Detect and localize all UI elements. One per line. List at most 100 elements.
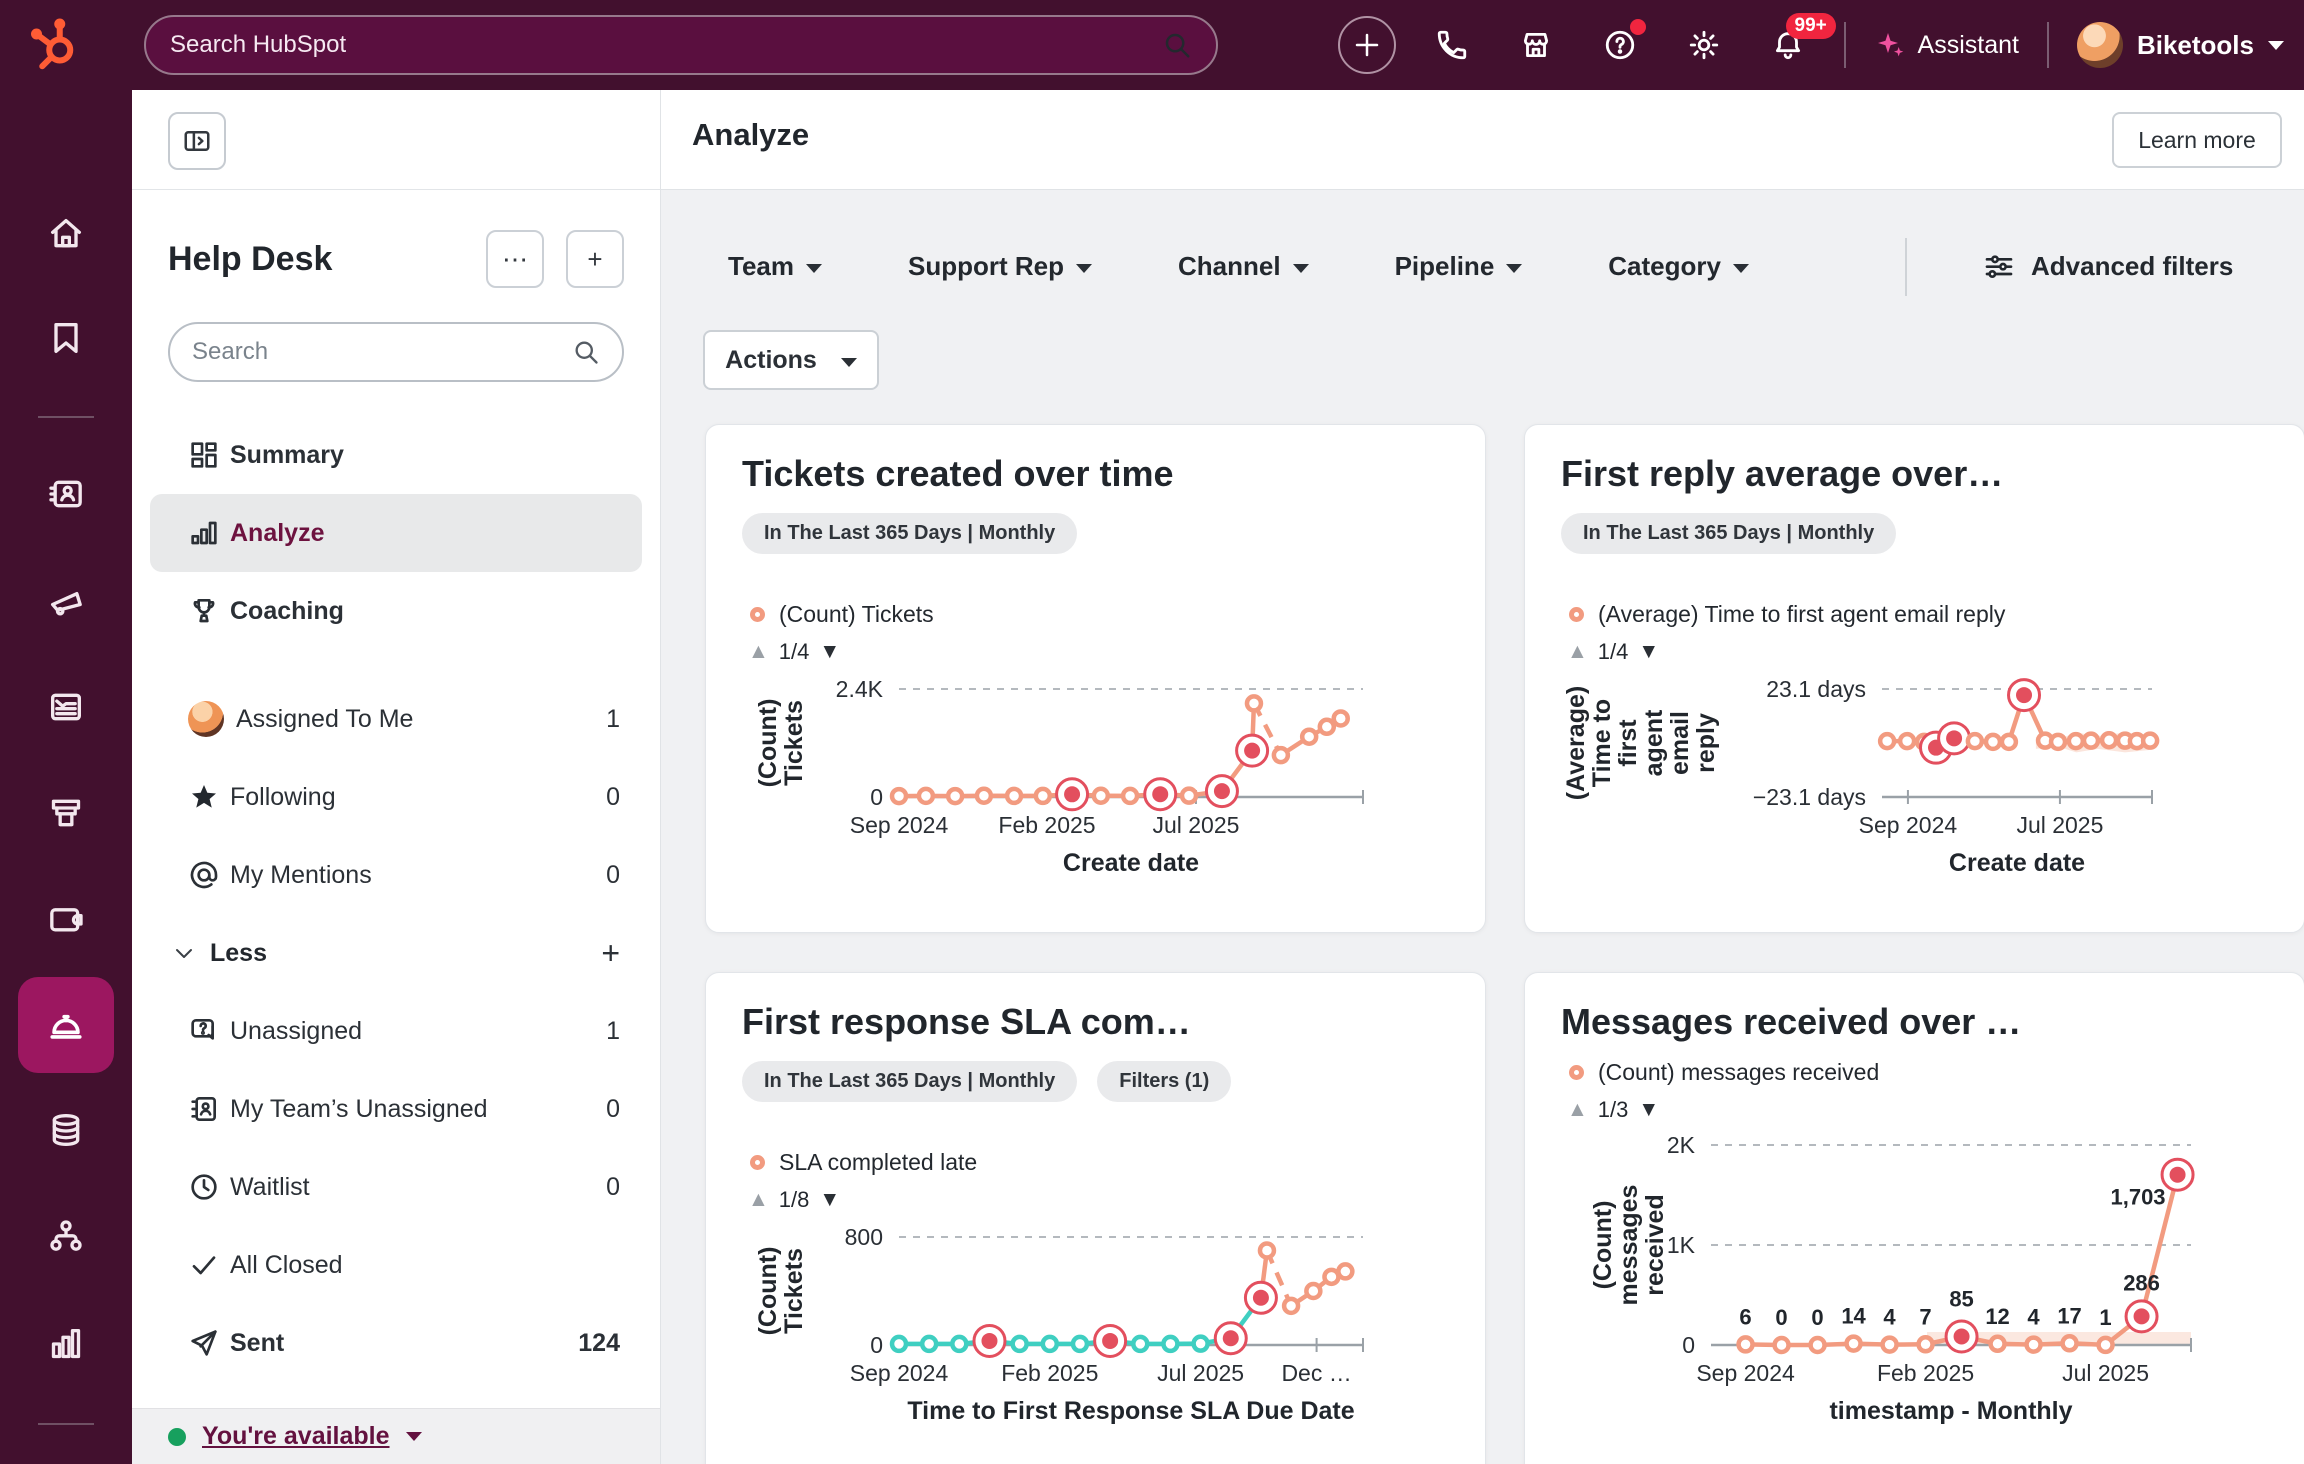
page-header: Analyze Learn more <box>661 90 2304 190</box>
global-search[interactable] <box>144 15 1218 75</box>
nav-label: Analyze <box>230 518 325 547</box>
rail-item-service-active[interactable] <box>18 977 114 1073</box>
chevron-down-icon <box>1076 263 1092 273</box>
view-following[interactable]: Following 0 <box>132 758 660 836</box>
global-search-input[interactable] <box>170 31 1162 59</box>
view-my-mentions[interactable]: My Mentions 0 <box>132 836 660 914</box>
nav-item-summary[interactable]: Summary <box>132 416 660 494</box>
filter-team[interactable]: Team <box>728 251 822 282</box>
svg-text:(Count)messagesreceived: (Count)messagesreceived <box>1589 1185 1669 1306</box>
svg-text:2K: 2K <box>1667 1132 1696 1158</box>
view-unassigned[interactable]: Unassigned 1 <box>132 992 660 1070</box>
card-first-response-sla[interactable]: First response SLA com… In The Last 365 … <box>705 972 1486 1464</box>
svg-text:Feb 2025: Feb 2025 <box>1877 1360 1974 1386</box>
card-tickets-created[interactable]: Tickets created over time In The Last 36… <box>705 424 1486 933</box>
settings-button[interactable] <box>1676 17 1732 73</box>
rail-item-commerce[interactable] <box>0 793 132 833</box>
rail-item-contacts[interactable] <box>0 474 132 514</box>
rail-item-content[interactable] <box>0 687 132 727</box>
rail-item-home[interactable] <box>0 214 132 254</box>
rail-item-bookmarks[interactable] <box>0 318 132 358</box>
pager-up-icon[interactable]: ▲ <box>1567 1098 1588 1121</box>
pager-down-icon[interactable]: ▼ <box>819 1188 841 1211</box>
add-view-plus-button[interactable]: + <box>601 934 620 971</box>
panel-search-input[interactable] <box>192 338 572 366</box>
legend-marker <box>1569 1065 1584 1080</box>
date-range-badge: In The Last 365 Days | Monthly <box>742 1061 1078 1102</box>
at-icon <box>190 861 218 889</box>
svg-text:1K: 1K <box>1667 1232 1696 1258</box>
gear-icon <box>1689 30 1718 60</box>
marketplace-button[interactable] <box>1508 17 1564 73</box>
svg-text:Sep 2024: Sep 2024 <box>1696 1360 1795 1386</box>
help-button[interactable] <box>1592 17 1648 73</box>
filter-divider <box>1905 238 1907 296</box>
availability-toggle[interactable]: You're available <box>202 1422 390 1450</box>
view-sent[interactable]: Sent 124 <box>132 1304 660 1382</box>
rail-item-marketing[interactable] <box>0 582 132 622</box>
pager-up-icon[interactable]: ▲ <box>1567 640 1588 663</box>
svg-text:Create date: Create date <box>1063 849 1199 877</box>
nav-item-coaching[interactable]: Coaching <box>132 572 660 650</box>
filter-category[interactable]: Category <box>1608 251 1749 282</box>
svg-text:1,703: 1,703 <box>2110 1185 2165 1210</box>
view-my-teams-unassigned[interactable]: My Team’s Unassigned 0 <box>132 1070 660 1148</box>
pager-down-icon[interactable]: ▼ <box>1638 1098 1660 1121</box>
card-person-icon <box>191 1097 216 1121</box>
card-messages-received[interactable]: Messages received over … (Count) message… <box>1524 972 2304 1464</box>
rail-item-data[interactable] <box>0 1110 132 1150</box>
account-menu[interactable]: Biketools <box>2076 22 2284 68</box>
learn-more-button[interactable]: Learn more <box>2112 112 2282 168</box>
svg-text:4: 4 <box>2027 1305 2040 1330</box>
pager-up-icon[interactable]: ▲ <box>748 1188 769 1211</box>
pager-down-icon[interactable]: ▼ <box>819 640 841 663</box>
pager-value: 1/3 <box>1597 1097 1629 1122</box>
calling-button[interactable] <box>1424 17 1480 73</box>
nav-item-analyze[interactable]: Analyze <box>150 494 642 572</box>
filter-support-rep[interactable]: Support Rep <box>908 251 1092 282</box>
view-assigned-to-me[interactable]: Assigned To Me 1 <box>132 680 660 758</box>
add-view-button[interactable]: + <box>566 230 624 288</box>
search-icon <box>575 341 598 364</box>
less-section-toggle[interactable]: Less + <box>132 914 660 992</box>
view-label: All Closed <box>230 1250 343 1279</box>
actions-button[interactable]: Actions <box>703 330 879 390</box>
chat-question-icon <box>191 1018 214 1040</box>
pager-up-icon[interactable]: ▲ <box>748 640 769 663</box>
rail-item-automation[interactable] <box>0 1216 132 1256</box>
notifications-button[interactable]: 99+ <box>1760 13 1836 73</box>
assistant-button[interactable]: Assistant <box>1874 29 2019 61</box>
pager-value: 1/4 <box>778 639 810 664</box>
panel-search[interactable] <box>168 322 624 382</box>
svg-text:0: 0 <box>870 1332 883 1358</box>
view-waitlist[interactable]: Waitlist 0 <box>132 1148 660 1226</box>
svg-text:800: 800 <box>845 1224 883 1250</box>
svg-text:12: 12 <box>1985 1304 2009 1329</box>
marketplace-icon <box>1523 32 1548 58</box>
hubspot-logo-icon[interactable] <box>26 15 86 75</box>
filter-pipeline[interactable]: Pipeline <box>1395 251 1523 282</box>
card-first-reply-average[interactable]: First reply average over… In The Last 36… <box>1524 424 2304 933</box>
pager-down-icon[interactable]: ▼ <box>1638 640 1660 663</box>
more-options-button[interactable]: ⋯ <box>486 230 544 288</box>
home-icon <box>51 219 82 248</box>
chart-legend: SLA completed late <box>750 1149 977 1176</box>
view-all-closed[interactable]: All Closed <box>132 1226 660 1304</box>
nav-label: Coaching <box>230 596 344 625</box>
filter-channel[interactable]: Channel <box>1178 251 1309 282</box>
svg-text:0: 0 <box>1775 1305 1787 1330</box>
svg-text:Feb 2025: Feb 2025 <box>1001 1360 1098 1386</box>
create-button[interactable] <box>1337 16 1396 74</box>
rail-item-payments[interactable] <box>0 899 132 939</box>
analyze-content: Team Support Rep Channel Pipeline Catego… <box>661 190 2304 1464</box>
svg-text:Jul 2025: Jul 2025 <box>2062 1360 2149 1386</box>
send-icon <box>191 1330 217 1356</box>
card-title: First response SLA com… <box>742 1001 1191 1042</box>
bar-chart-icon <box>51 1329 81 1359</box>
rail-item-reporting[interactable] <box>0 1324 132 1364</box>
collapse-panel-button[interactable] <box>168 112 226 170</box>
advanced-filters-button[interactable]: Advanced filters <box>1983 234 2233 298</box>
legend-label: (Count) Tickets <box>779 601 934 627</box>
